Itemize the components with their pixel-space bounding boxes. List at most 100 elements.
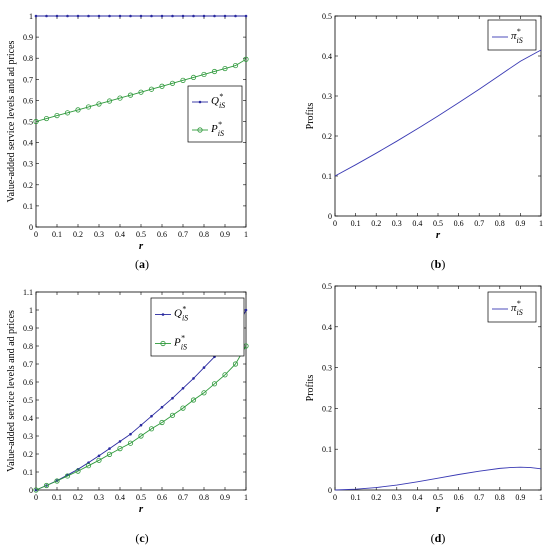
y-tick-label: 0 (328, 486, 332, 495)
y-tick-label: 0.2 (23, 450, 33, 459)
data-point-circle (54, 478, 60, 484)
data-point-dot (87, 14, 90, 18)
data-point-dot (97, 14, 101, 18)
x-tick-label: 0.4 (412, 219, 422, 228)
legend-label: P* iS (210, 120, 224, 138)
x-tick-label: 0.1 (52, 493, 62, 502)
data-point-circle (222, 65, 228, 72)
x-axis-label: r (139, 503, 144, 515)
y-axis-label: Value-added service levels and ad prices (6, 310, 17, 472)
series-line (35, 58, 247, 122)
data-point-dot (244, 308, 248, 312)
y-tick-label: 0.6 (23, 378, 33, 387)
x-tick-label: 0.7 (474, 219, 484, 228)
x-tick-label: 0.6 (157, 230, 167, 239)
data-point-circle (43, 482, 50, 489)
y-tick-label: 0.4 (322, 52, 332, 61)
x-tick-label: 0 (34, 493, 38, 502)
data-point-circle (222, 372, 228, 378)
data-point-dot (108, 14, 111, 18)
x-axis-label: r (139, 240, 144, 252)
y-tick-label: 0.3 (322, 364, 332, 373)
y-tick-label: 0.5 (322, 12, 332, 21)
data-point-circle (43, 115, 50, 122)
x-tick-label: 0.8 (199, 493, 209, 502)
data-point-circle (85, 104, 92, 110)
legend: Q* iS P* iS (187, 85, 243, 143)
data-point-circle (169, 80, 176, 86)
legend-label: π* iS (511, 27, 523, 45)
data-point-circle (190, 74, 197, 81)
legend-label: P* iS (173, 334, 187, 352)
y-tick-label: 0.8 (23, 54, 33, 63)
y-axis-label: Profits (305, 375, 316, 402)
data-point-dot (244, 14, 248, 18)
data-point-circle (127, 92, 134, 98)
data-point-circle (64, 473, 71, 479)
legend-box (150, 297, 245, 357)
legend-label: Q* iS (174, 305, 188, 323)
legend-swatch-marker (161, 313, 165, 316)
data-point-circle (211, 381, 218, 387)
x-tick-label: 0 (34, 230, 38, 239)
data-point-dot (97, 454, 101, 458)
x-tick-label: 0 (333, 219, 337, 228)
data-point-circle (54, 112, 60, 119)
legend: π* iS (487, 291, 537, 323)
x-tick-label: 0.7 (178, 230, 188, 239)
series-line (334, 466, 542, 491)
data-point-circle (117, 95, 123, 101)
data-point-dot (192, 14, 195, 18)
data-point-circle (75, 107, 81, 113)
y-tick-label: 1 (29, 306, 33, 315)
x-tick-label: 0.5 (433, 219, 443, 228)
y-tick-label: 0.4 (322, 323, 332, 332)
data-point-dot (202, 366, 206, 369)
y-tick-label: 0.7 (23, 75, 33, 84)
data-point-circle (211, 68, 218, 75)
x-tick-label: 0.1 (351, 493, 361, 502)
data-point-circle (64, 110, 71, 116)
data-point-circle (75, 468, 81, 474)
x-tick-label: 0.2 (371, 219, 381, 228)
chart-a: 0 0.1 0.2 0.3 0.4 0.5 0.6 0.7 0.8 0.9 1 0 0.1 0.2 0.3 0… (6, 12, 249, 271)
data-point-circle (243, 56, 249, 62)
data-point-dot (192, 377, 195, 380)
x-tick-label: 0 (333, 493, 337, 502)
data-point-dot (181, 387, 185, 390)
panel-caption: (a) (135, 257, 149, 271)
y-tick-label: 0.1 (322, 445, 332, 454)
legend-swatch-marker (197, 127, 203, 133)
x-tick-label: 0.5 (136, 230, 146, 239)
x-tick-label: 0.6 (454, 219, 464, 228)
series-line (35, 345, 247, 491)
x-axis-label: r (436, 229, 441, 241)
data-point-dot (223, 14, 227, 18)
x-tick-label: 0.4 (115, 493, 125, 502)
y-tick-label: 0.1 (23, 202, 33, 211)
y-axis-label: Profits (305, 103, 316, 130)
x-tick-label: 0.8 (495, 493, 505, 502)
data-point-circle (96, 457, 102, 463)
x-tick-label: 0.8 (495, 219, 505, 228)
y-tick-label: 0.3 (23, 160, 33, 169)
data-point-dot (160, 14, 164, 18)
data-point-circle (148, 426, 155, 432)
x-tick-label: 0.2 (73, 230, 83, 239)
x-tick-label: 0.6 (454, 493, 464, 502)
y-tick-label: 0.3 (23, 432, 33, 441)
y-tick-label: 0.1 (322, 172, 332, 181)
data-point-dot (150, 14, 153, 18)
y-tick-label: 0.4 (23, 139, 33, 148)
x-tick-label: 0.5 (136, 493, 146, 502)
legend-swatch-marker (160, 340, 166, 347)
x-tick-label: 1 (539, 493, 543, 502)
legend-swatch-marker (198, 100, 202, 104)
data-point-circle (180, 405, 186, 411)
y-tick-label: 0 (29, 223, 33, 232)
x-tick-label: 0.2 (371, 493, 381, 502)
data-point-circle (201, 390, 207, 396)
data-point-dot (202, 14, 206, 18)
data-point-dot (139, 14, 143, 18)
